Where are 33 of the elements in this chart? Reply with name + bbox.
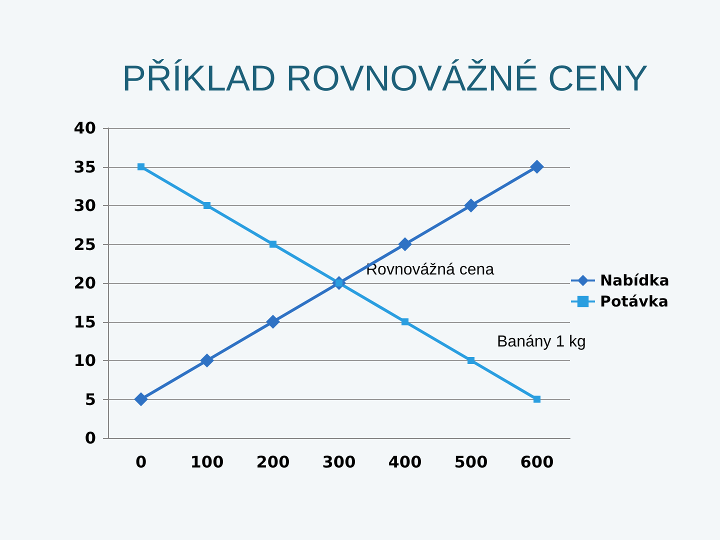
y-tick-label: 20 (74, 274, 96, 292)
y-tick-label: 40 (74, 118, 96, 138)
x-tick-label: 0 (135, 452, 147, 472)
point (530, 160, 544, 174)
legend-label: Potávka (600, 292, 668, 310)
point (402, 318, 408, 326)
y-tick-label: 30 (74, 196, 96, 215)
y-tick-label: 35 (74, 157, 96, 176)
y-tick-label: 5 (84, 390, 96, 409)
y-tick-label: 10 (74, 351, 96, 370)
point (464, 198, 478, 212)
point (468, 357, 474, 364)
y-tick-label: 0 (84, 428, 96, 448)
y-tick-label: 25 (74, 234, 96, 254)
point (270, 240, 276, 248)
y-tick-label: 15 (74, 312, 96, 332)
point (398, 237, 412, 252)
chart-title: PŘÍKLAD ROVNOVÁŽNÉ CENY (122, 58, 648, 98)
point (204, 202, 210, 209)
point (134, 392, 148, 406)
point (534, 396, 540, 403)
point (200, 354, 214, 368)
legend-label: Nabídka (600, 272, 670, 290)
x-tick-label: 100 (190, 452, 224, 472)
point (266, 314, 280, 329)
x-tick-label: 400 (388, 452, 422, 472)
x-tick-label: 300 (322, 452, 356, 472)
annotation: Rovnovážná cena (366, 262, 494, 278)
annotation: Banány 1 kg (497, 334, 586, 350)
x-tick-label: 600 (520, 452, 554, 472)
x-tick-label: 200 (256, 452, 290, 472)
point (138, 163, 144, 170)
x-tick-label: 500 (454, 452, 488, 472)
